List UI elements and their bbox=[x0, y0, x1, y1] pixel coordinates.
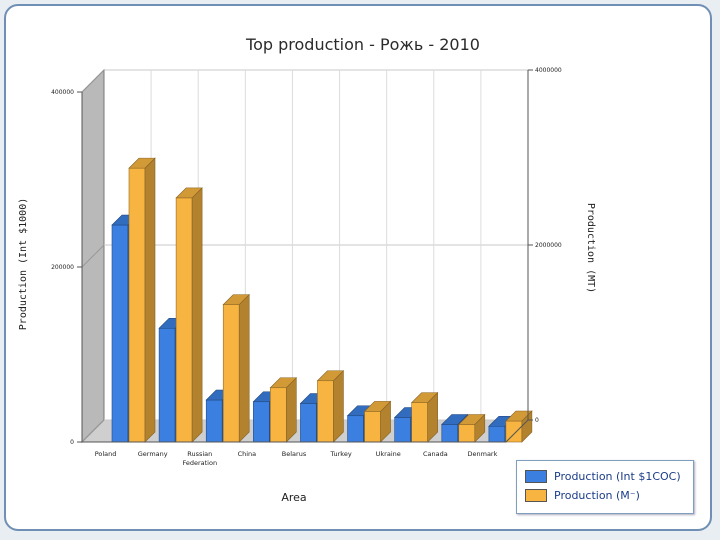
bar-7-series-1-front bbox=[441, 424, 459, 443]
legend-swatch-orange bbox=[525, 489, 547, 502]
bar-7-series-2-front bbox=[458, 424, 476, 443]
bar-0-series-2 bbox=[128, 157, 156, 443]
gridline-side bbox=[81, 69, 105, 93]
category-label: Turkey bbox=[330, 450, 352, 458]
legend: Production (Int $1COC) Production (M⁻) bbox=[516, 460, 694, 514]
category-label: Belarus bbox=[282, 450, 307, 458]
bars bbox=[111, 157, 533, 443]
bar-8-series-2-top bbox=[505, 410, 533, 422]
bar-0-series-2-top bbox=[128, 157, 156, 169]
left-tick-label: 400000 bbox=[51, 89, 74, 96]
bar-1-series-2-side bbox=[191, 187, 203, 443]
bar-4-series-2 bbox=[316, 370, 345, 443]
bar-6-series-2-top bbox=[410, 392, 439, 403]
bar-8-series-2 bbox=[505, 410, 533, 443]
legend-label-series-1: Production (Int $1COC) bbox=[554, 470, 681, 483]
category-label: Poland bbox=[95, 450, 117, 458]
right-tick-label: 0 bbox=[535, 417, 539, 424]
category-label: Germany bbox=[138, 450, 168, 458]
bar-chart: Top production - Рожь - 2010 0 200000 4000… bbox=[18, 35, 596, 504]
category-label: Canada bbox=[423, 450, 448, 458]
bar-2-series-2-top bbox=[222, 294, 250, 305]
bar-3-series-1-front bbox=[253, 401, 270, 443]
bar-7-series-2-top bbox=[458, 414, 486, 425]
bar-6-series-2-front bbox=[411, 402, 428, 443]
legend-label-series-2: Production (M⁻) bbox=[554, 489, 640, 502]
left-tick-label: 0 bbox=[70, 439, 74, 446]
bar-1-series-2-top bbox=[175, 187, 203, 199]
legend-swatch-blue bbox=[525, 470, 547, 483]
bar-1-series-2-front bbox=[175, 197, 193, 443]
bar-0-series-2-side bbox=[144, 157, 156, 443]
chart-title: Top production - Рожь - 2010 bbox=[245, 35, 480, 54]
gridline-side bbox=[81, 244, 105, 268]
bar-2-series-2-side bbox=[238, 293, 250, 443]
bar-2-series-2 bbox=[222, 293, 250, 443]
bar-7-series-1-top bbox=[441, 414, 469, 425]
legend-item-series-1: Production (Int $1COC) bbox=[525, 467, 685, 486]
bar-4-series-2-side bbox=[333, 370, 344, 443]
category-label: Federation bbox=[182, 459, 217, 467]
gridline-side bbox=[81, 419, 105, 443]
left-tick-label: 200000 bbox=[51, 264, 74, 271]
bar-5-series-2-front bbox=[364, 411, 381, 443]
category-label: Ukraine bbox=[376, 450, 401, 458]
bar-6-series-2 bbox=[410, 391, 439, 443]
category-label: Russian bbox=[187, 450, 212, 458]
category-label: Denmark bbox=[467, 450, 497, 458]
bar-4-series-2-front bbox=[317, 380, 334, 443]
bar-3-series-2 bbox=[269, 377, 298, 443]
bar-0-series-2-front bbox=[128, 167, 146, 443]
bar-8-series-1-front bbox=[488, 425, 506, 443]
bar-8-series-2-front bbox=[505, 420, 523, 443]
bar-4-series-1-front bbox=[300, 403, 317, 443]
bar-0-series-1-front bbox=[111, 224, 129, 443]
legend-item-series-2: Production (M⁻) bbox=[525, 486, 685, 505]
bar-1-series-1-front bbox=[158, 327, 176, 443]
bar-3-series-2-front bbox=[270, 387, 287, 443]
bar-6-series-1-front bbox=[394, 417, 411, 443]
right-tick-label: 2000000 bbox=[535, 242, 562, 249]
category-label: China bbox=[238, 450, 257, 458]
bar-2-series-1-front bbox=[205, 399, 223, 443]
bar-5-series-1-front bbox=[347, 415, 364, 443]
bar-5-series-2-top bbox=[363, 401, 392, 412]
bar-5-series-2 bbox=[363, 400, 392, 443]
y-axis-label-left: Production (Int $1000) bbox=[18, 198, 29, 330]
bar-4-series-2-top bbox=[316, 370, 345, 382]
bar-3-series-2-side bbox=[286, 377, 297, 443]
chart-frame: Top production - Рожь - 2010 0 200000 4000… bbox=[4, 4, 712, 531]
y-axis-label-right: Production (MT) bbox=[585, 203, 596, 293]
x-axis-label: Area bbox=[281, 491, 306, 504]
right-axis-base bbox=[505, 419, 529, 443]
bar-2-series-2-front bbox=[222, 304, 240, 443]
right-tick-label: 4000000 bbox=[535, 67, 562, 74]
bar-1-series-2 bbox=[175, 187, 203, 443]
bar-3-series-2-top bbox=[269, 377, 298, 389]
